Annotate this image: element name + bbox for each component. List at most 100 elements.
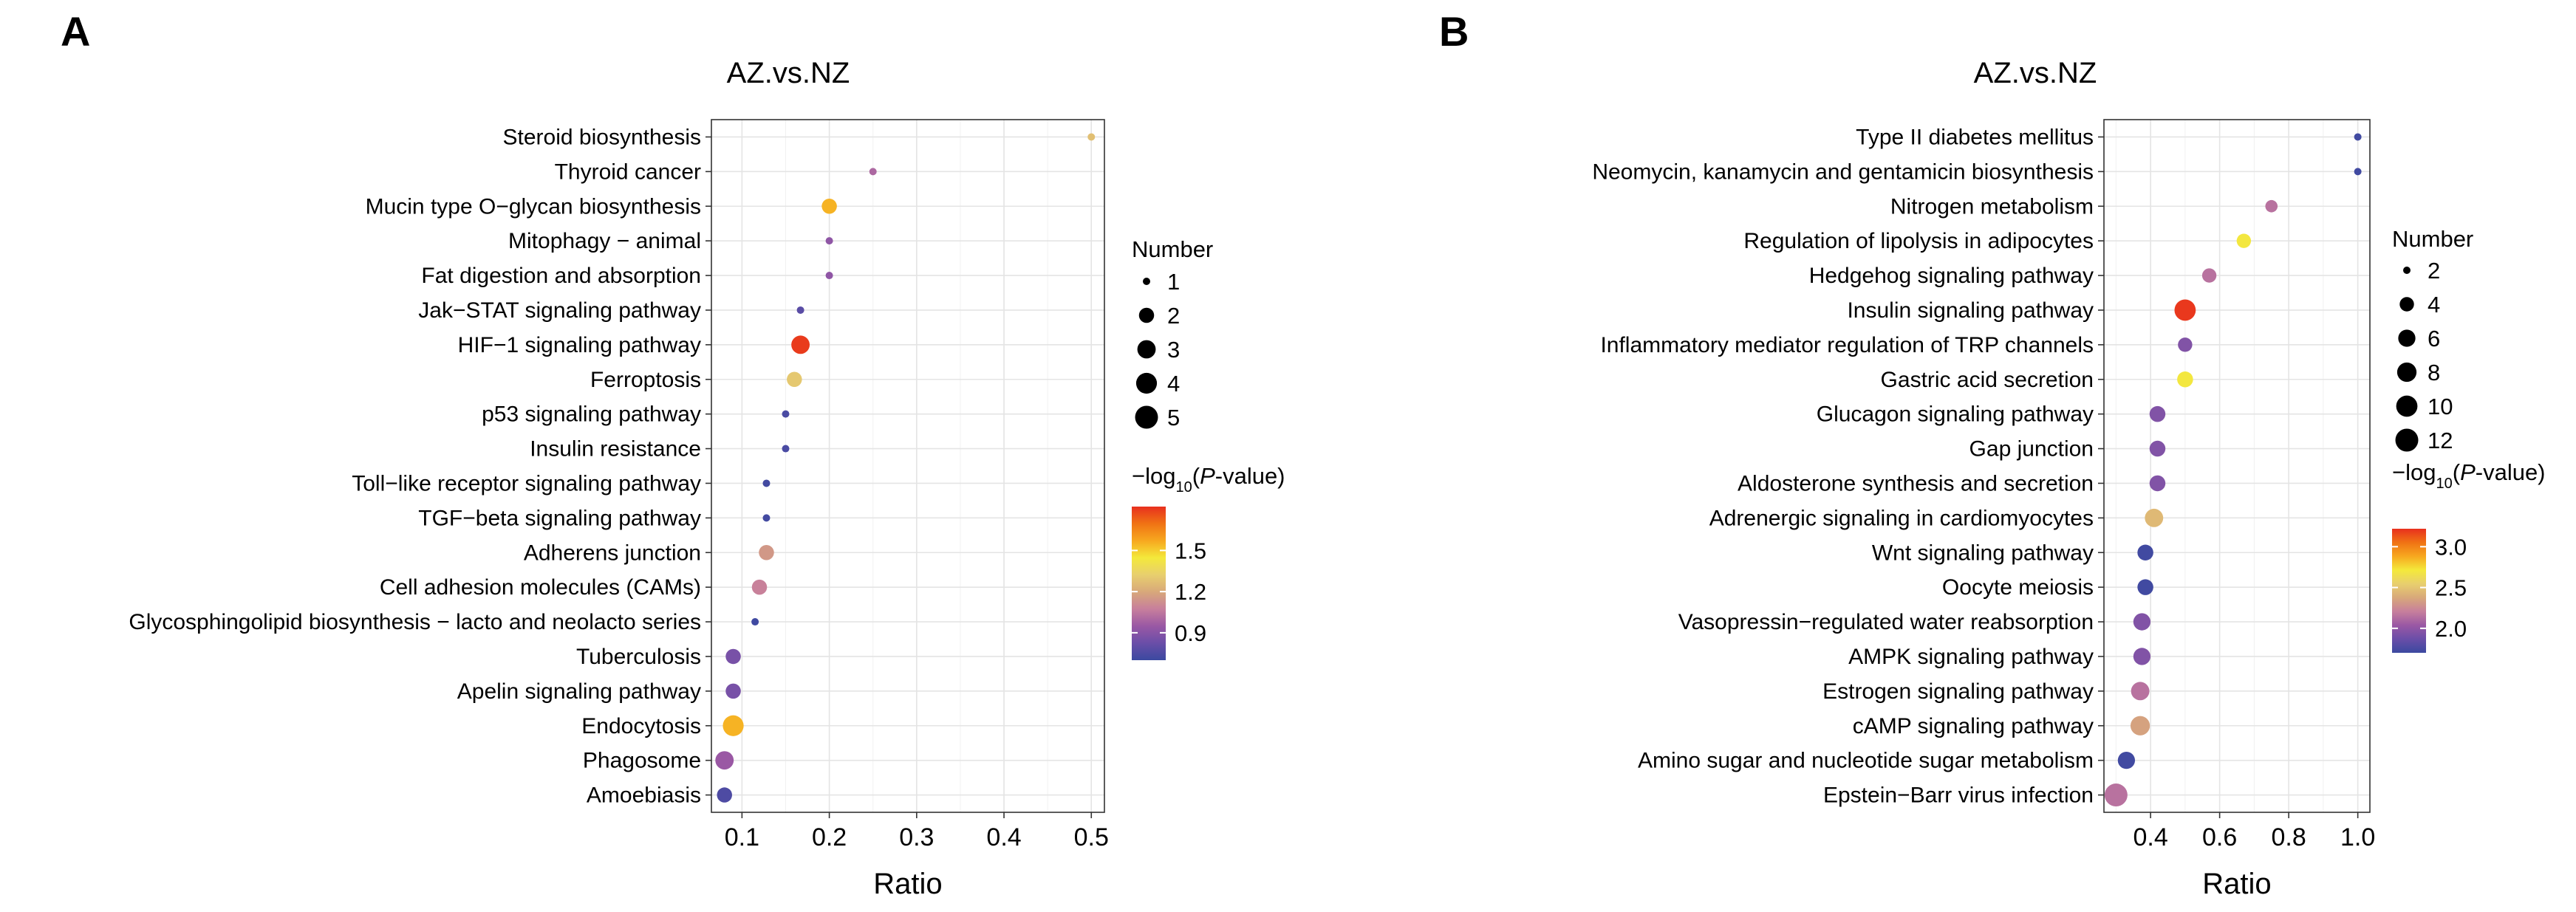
category-label: Jak−STAT signaling pathway [418, 298, 701, 323]
category-label: Neomycin, kanamycin and gentamicin biosy… [1592, 160, 2094, 184]
x-tick-label: 0.8 [2271, 823, 2306, 851]
category-label: Inflammatory mediator regulation of TRP … [1600, 333, 2094, 357]
data-point [2354, 133, 2362, 141]
legend-color-title: −log10(P-value) [2392, 459, 2546, 492]
x-tick-label: 0.1 [725, 823, 759, 851]
category-label: Amino sugar and nucleotide sugar metabol… [1638, 749, 2094, 773]
legend-size-label: 5 [1167, 405, 1180, 431]
color-bar [2392, 529, 2426, 653]
legend-size-key [1135, 405, 1158, 429]
data-point [1087, 133, 1096, 141]
legend-size-label: 12 [2428, 428, 2453, 453]
legend-size-label: 10 [2428, 394, 2453, 419]
legend-size-label: 6 [2428, 326, 2440, 352]
x-tick-label: 0.3 [899, 823, 934, 851]
x-tick-label: 0.5 [1074, 823, 1109, 851]
data-point [762, 514, 771, 522]
legend-size-label: 4 [2428, 292, 2440, 318]
data-point [2149, 440, 2166, 457]
legend-color-title-part: 10 [2436, 476, 2452, 492]
category-label: Type II diabetes mellitus [1856, 125, 2094, 149]
category-label: Adherens junction [524, 541, 701, 565]
category-label: Gap junction [1969, 437, 2094, 462]
category-label: Hedgehog signaling pathway [1809, 264, 2094, 288]
legend-size-label: 4 [1167, 371, 1180, 397]
data-point [2133, 648, 2151, 665]
category-label: Glucagon signaling pathway [1817, 402, 2094, 427]
category-label: Fat digestion and absorption [421, 264, 701, 288]
x-tick-label: 0.4 [986, 823, 1021, 851]
category-label: p53 signaling pathway [482, 402, 701, 427]
panel-letter: A [61, 8, 90, 55]
legend-size-key [2398, 329, 2416, 347]
x-axis-title: Ratio [2202, 868, 2271, 900]
legend-color-title-part: ( [2453, 459, 2461, 485]
legend-size-key [2396, 395, 2418, 417]
category-label: Gastric acid secretion [1881, 368, 2094, 392]
data-point [2104, 784, 2128, 807]
category-label: Adrenergic signaling in cardiomyocytes [1709, 506, 2094, 530]
data-point [2174, 299, 2196, 321]
data-point [2177, 371, 2193, 388]
color-bar-label: 2.5 [2435, 575, 2467, 601]
category-label: Epstein−Barr virus infection [1823, 784, 2094, 808]
category-label: Mitophagy − animal [508, 229, 701, 253]
category-label: TGF−beta signaling pathway [418, 506, 701, 530]
data-point [2130, 716, 2150, 736]
legend-size-key [2403, 267, 2411, 274]
legend-color-title-part: -value) [1215, 463, 1285, 489]
panel-B: B AZ.vs.NZ Type II diabetes mellitus Neomyc… [1439, 8, 2546, 900]
category-label: Oocyte meiosis [1942, 575, 2094, 600]
legend-color-title-part: −log [2392, 459, 2436, 485]
color-bar-label: 1.5 [1175, 538, 1206, 563]
panel-A: A AZ.vs.NZ Steroid biosynthesis Thyroid can… [61, 8, 1285, 900]
legend-size-key [1138, 307, 1155, 323]
category-label: HIF−1 signaling pathway [458, 333, 701, 357]
data-point [759, 545, 774, 560]
data-point [782, 410, 790, 418]
category-label: Insulin resistance [530, 437, 701, 462]
legend-size-title: Number [2392, 226, 2473, 252]
category-label: Aldosterone synthesis and secretion [1738, 471, 2094, 496]
category-label: Estrogen signaling pathway [1822, 679, 2094, 704]
legend-size-label: 1 [1167, 269, 1180, 295]
category-label: Toll−like receptor signaling pathway [352, 471, 701, 496]
category-label: AMPK signaling pathway [1848, 645, 2094, 669]
x-tick-label: 0.2 [812, 823, 847, 851]
category-label: Nitrogen metabolism [1890, 194, 2094, 219]
color-bar-label: 0.9 [1175, 620, 1206, 646]
plot-frame [2103, 119, 2371, 813]
data-point [2137, 544, 2153, 561]
data-point [2149, 475, 2166, 492]
data-point [725, 683, 741, 699]
legend-size-label: 2 [2428, 258, 2440, 284]
x-axis-title: Ratio [873, 868, 942, 900]
legend-size-label: 8 [2428, 360, 2440, 385]
category-label: Vasopressin−regulated water reabsorption [1678, 610, 2094, 634]
legend-size-key [2399, 297, 2414, 312]
legend-size-label: 2 [1167, 303, 1180, 329]
legend-color-title-part: −log [1132, 463, 1175, 489]
data-point [2131, 682, 2150, 701]
data-point [715, 751, 734, 770]
data-point [722, 715, 744, 736]
data-point [2201, 268, 2217, 283]
data-point [825, 237, 833, 245]
legend-color-title-part: -value) [2476, 459, 2546, 485]
legend-color-title-part: P [2460, 459, 2476, 485]
category-label: Mucin type O−glycan biosynthesis [366, 194, 701, 219]
data-point [791, 335, 810, 354]
data-point [762, 479, 771, 487]
data-point [717, 787, 732, 803]
category-label: Phagosome [583, 749, 701, 773]
legend-size-key [1143, 278, 1150, 285]
category-label: cAMP signaling pathway [1853, 714, 2094, 738]
data-point [2145, 508, 2164, 527]
data-point [2117, 752, 2136, 769]
data-point [869, 168, 877, 176]
category-label: Cell adhesion molecules (CAMs) [380, 575, 701, 600]
panel-letter: B [1439, 8, 1469, 55]
data-point [2149, 405, 2166, 422]
data-point [821, 199, 837, 214]
legend-size-key [2395, 428, 2419, 452]
